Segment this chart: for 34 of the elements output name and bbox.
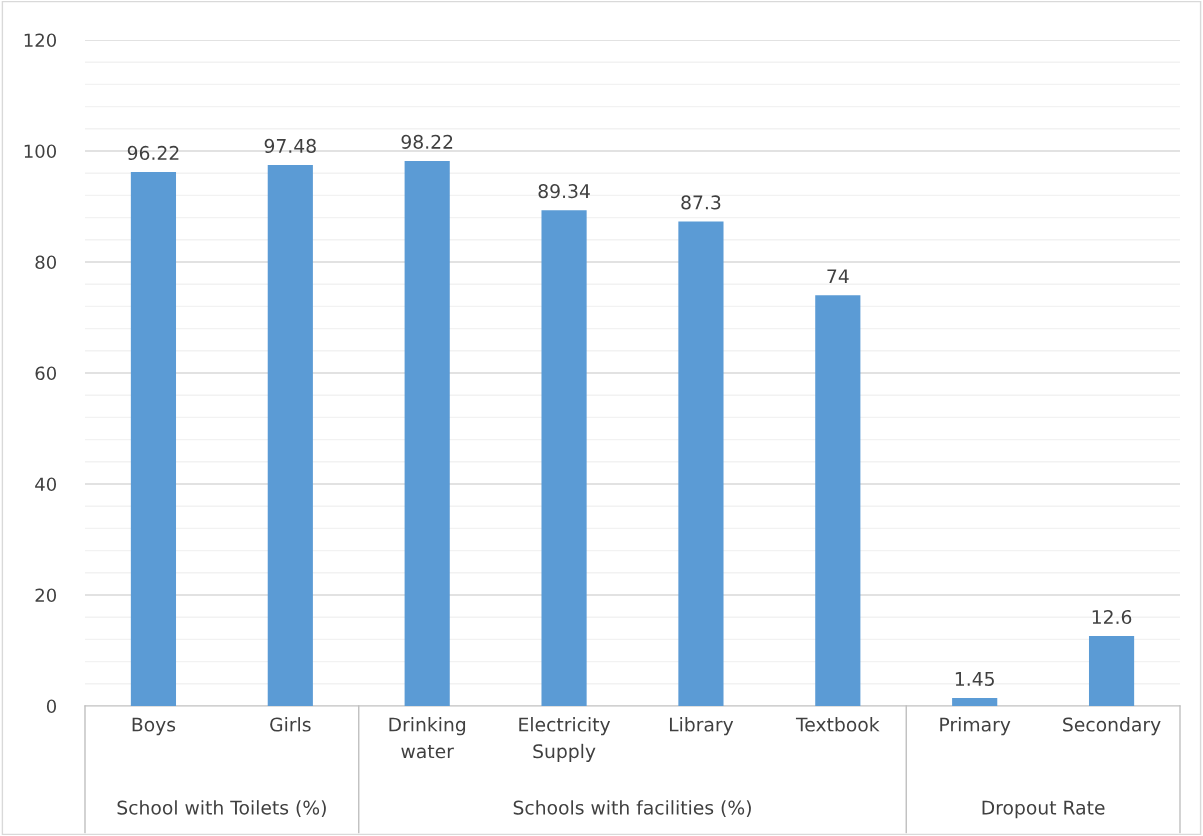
text: School with Toilets (%) xyxy=(117,800,326,817)
data-label: 74 xyxy=(827,269,849,284)
bar xyxy=(130,171,177,706)
bar xyxy=(267,164,313,706)
bar xyxy=(1088,636,1135,706)
data-label: 89.34 xyxy=(538,184,590,199)
bar xyxy=(815,295,861,706)
x-tick-label: Textbook xyxy=(795,717,880,732)
data-label: 96.22 xyxy=(127,145,179,161)
text: Dropout Rate xyxy=(982,800,1105,819)
text: Schools with facilities (%) xyxy=(513,800,751,817)
y-tick-label: 60 xyxy=(35,366,57,381)
y-tick-label: 120 xyxy=(24,33,57,48)
data-label: 12.6 xyxy=(1092,609,1132,625)
bar xyxy=(678,221,724,706)
y-tick-label: 40 xyxy=(35,477,57,492)
x-tick-label: Boys xyxy=(132,717,176,736)
data-label: 97.48 xyxy=(264,138,316,154)
x-tick-label: Secondary xyxy=(1063,717,1161,736)
data-label: 98.22 xyxy=(401,134,453,149)
bar xyxy=(404,160,450,706)
x-tick-label: Electricity Supply xyxy=(519,717,611,762)
data-label: 1.45 xyxy=(955,672,994,686)
bar xyxy=(952,697,998,706)
y-tick-label: 20 xyxy=(35,588,57,603)
bar xyxy=(541,210,587,706)
data-label: 87.3 xyxy=(681,195,721,210)
y-tick-label: 0 xyxy=(46,699,57,714)
x-tick-label: Primary xyxy=(940,717,1011,736)
y-tick-label: 100 xyxy=(24,144,57,159)
x-tick-label: Drinking water xyxy=(389,717,466,759)
x-tick-label: Girls xyxy=(270,717,311,732)
x-tick-label: Library xyxy=(670,717,734,736)
y-tick-label: 80 xyxy=(35,255,57,270)
